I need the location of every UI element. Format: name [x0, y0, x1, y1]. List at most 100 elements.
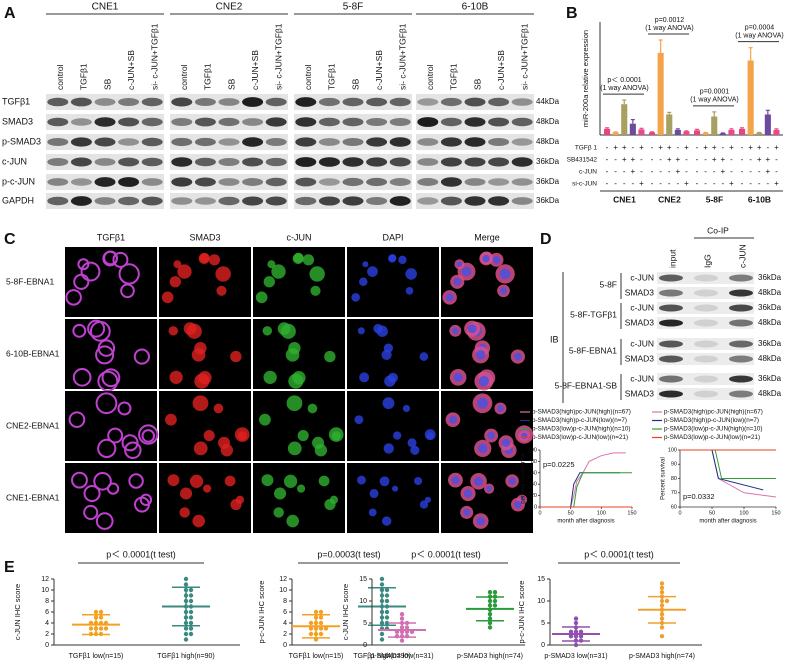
nucleus — [463, 508, 471, 517]
dot — [183, 576, 189, 582]
sign: + — [729, 143, 734, 152]
sign: + — [703, 143, 708, 152]
blot-band — [194, 97, 216, 107]
y-tick-label: 20 — [531, 493, 537, 499]
x-tick-label: 100 — [739, 510, 748, 516]
cell — [179, 507, 190, 518]
cell — [271, 264, 286, 279]
sign: + — [630, 155, 635, 164]
legend-label: p-SMAD3(low)p-c-JUN(high)(n=10) — [664, 426, 763, 433]
blot-band — [218, 138, 240, 146]
cell — [286, 395, 303, 412]
sign: + — [757, 143, 762, 152]
cell — [72, 323, 87, 338]
header: Co-IP — [707, 225, 729, 235]
bar — [694, 130, 701, 135]
cell — [331, 431, 341, 441]
y-axis-label: p-c-JUN IHC score — [517, 581, 526, 644]
blot-band — [242, 97, 264, 107]
blot-band — [488, 178, 510, 186]
lane-label: input — [667, 249, 677, 268]
nucleus — [499, 268, 511, 280]
blot-band — [194, 177, 216, 187]
blot-band — [318, 196, 340, 206]
cell — [367, 266, 378, 277]
blot-band — [118, 196, 140, 206]
dot — [399, 612, 405, 617]
bar — [674, 129, 681, 135]
dot — [379, 576, 385, 582]
blot-strip — [170, 134, 288, 150]
sign: + — [675, 155, 680, 164]
sign: - — [749, 155, 752, 164]
lane-label: si- c-JUN+TGFβ1 — [273, 23, 283, 90]
blot-band — [417, 158, 439, 166]
cell — [117, 401, 132, 416]
blot-band — [265, 117, 287, 127]
blot-band — [659, 319, 683, 327]
sign: - — [668, 167, 671, 176]
x-tick-label: 100 — [597, 510, 606, 516]
sign: - — [659, 179, 662, 188]
chart-title: p＜ 0.0001(t test) — [584, 549, 654, 559]
y-tick-label: 8 — [45, 598, 49, 605]
row-label: 6-10B-EBNA1 — [6, 348, 60, 358]
row-label: CNE1-EBNA1 — [6, 492, 60, 502]
blot-band — [265, 157, 287, 167]
cell — [273, 507, 284, 518]
y-tick-label: 5 — [363, 620, 367, 627]
nucleus — [445, 293, 454, 302]
sign: + — [667, 143, 672, 152]
sign: + — [757, 155, 762, 164]
treatment-label: SB431542 — [567, 157, 598, 164]
lane-label: SB — [102, 78, 112, 90]
blot-band — [218, 117, 240, 127]
nucleus — [461, 266, 472, 277]
sign: - — [651, 167, 654, 176]
sign: - — [623, 167, 626, 176]
row-label: CNE2-EBNA1 — [6, 420, 60, 430]
dot — [323, 626, 329, 631]
cell — [230, 498, 242, 511]
y-tick-label: 80 — [671, 476, 677, 482]
blot-band — [118, 98, 140, 106]
lane-label: si- c-JUN+TGFβ1 — [149, 23, 159, 90]
sign: - — [704, 155, 707, 164]
y-tick-label: 2 — [283, 631, 287, 638]
blot-band — [295, 177, 317, 187]
blot-band — [659, 355, 683, 363]
cell — [180, 487, 193, 500]
cell — [83, 504, 99, 520]
blot-band — [118, 138, 140, 146]
dot — [578, 634, 584, 639]
blot-band — [218, 196, 240, 206]
dot — [399, 616, 405, 621]
y-tick-label: 15 — [359, 576, 367, 583]
blot-band — [318, 117, 340, 127]
cell — [318, 475, 330, 487]
dot — [568, 634, 574, 639]
row-label: c-JUN — [2, 156, 27, 166]
cell — [302, 254, 315, 266]
dot — [318, 609, 324, 615]
y-tick-label: 12 — [279, 576, 287, 583]
blot-band — [729, 274, 753, 282]
x-tick-label: 50 — [709, 510, 715, 516]
cell — [398, 255, 407, 265]
blot-band — [511, 98, 533, 106]
sign: - — [606, 179, 609, 188]
blot-band — [464, 97, 486, 107]
protein-label: c-JUN — [630, 338, 654, 348]
blot-band — [218, 158, 240, 166]
dot — [399, 638, 405, 643]
blot-band — [342, 157, 364, 167]
cell — [405, 268, 417, 280]
nucleus — [513, 352, 522, 361]
protein-label: SMAD3 — [625, 317, 655, 327]
blot-band — [47, 178, 69, 186]
dot — [384, 587, 390, 593]
blot-band — [94, 197, 116, 205]
blot-band — [94, 98, 116, 106]
blot-band — [440, 177, 462, 187]
